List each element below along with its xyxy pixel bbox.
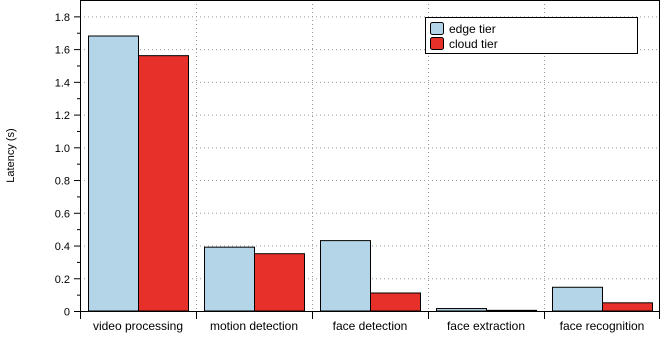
y-tick-label: 0.4	[55, 241, 70, 253]
x-category-label: face extraction	[447, 319, 525, 333]
y-tick-label: 0	[64, 307, 70, 319]
y-tick-label: 0.2	[55, 274, 70, 286]
bars	[88, 35, 653, 312]
bar-cloud-tier-2	[370, 292, 421, 312]
y-ticks: 0 0.2 0.4 0.6 0.8 1.0 1.2 1.4 1.6 1.8	[55, 12, 80, 319]
bar-edge-tier-2	[320, 240, 371, 312]
x-category-label: video processing	[93, 319, 183, 333]
legend-swatch	[430, 22, 444, 35]
legend-label: cloud tier	[449, 37, 498, 51]
x-category-label: face detection	[333, 319, 408, 333]
y-tick-label: 1.2	[55, 110, 70, 122]
bar-edge-tier-4	[552, 286, 603, 312]
x-category-label: motion detection	[210, 319, 298, 333]
y-tick-label: 0.6	[55, 208, 70, 220]
y-tick-label: 1.4	[55, 77, 70, 89]
bar-cloud-tier-1	[254, 253, 305, 312]
y-axis-title: Latency (s)	[5, 128, 17, 182]
bar-cloud-tier-3	[486, 309, 537, 312]
legend-label: edge tier	[449, 22, 496, 36]
legend-box	[425, 17, 638, 54]
y-tick-label: 0.8	[55, 176, 70, 188]
x-categories: video processing motion detection face det…	[80, 311, 660, 333]
axes	[80, 0, 660, 312]
bar-cloud-tier-0	[138, 55, 189, 312]
y-tick-label: 1.6	[55, 45, 70, 57]
y-tick-label: 1.0	[55, 143, 70, 155]
bar-cloud-tier-4	[602, 302, 653, 312]
bar-edge-tier-3	[436, 308, 487, 312]
legend-swatch	[430, 37, 444, 50]
bar-edge-tier-1	[204, 246, 255, 312]
bar-edge-tier-0	[88, 35, 139, 312]
x-category-label: face recognition	[560, 319, 645, 333]
y-tick-label: 1.8	[55, 12, 70, 24]
